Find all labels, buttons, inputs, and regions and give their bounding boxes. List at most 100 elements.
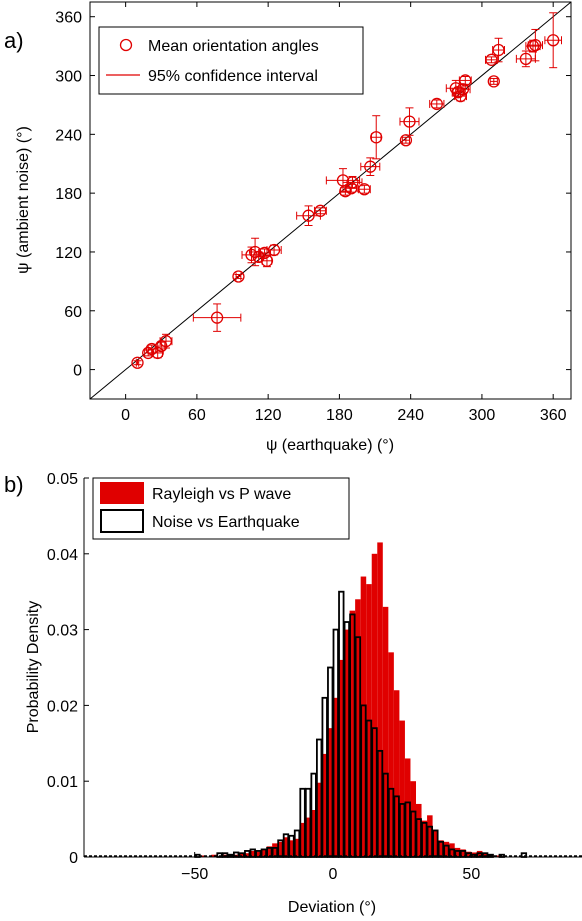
point-marker [485,53,498,66]
bar-rayleigh [360,576,367,857]
data-point [487,75,500,88]
legend-label-mean: Mean orientation angles [148,38,319,55]
y-tick-label: 180 [55,186,82,203]
point-marker [314,204,327,217]
legend-label-ci: 95% confidence interval [148,68,318,85]
bar-rayleigh [393,690,400,857]
bar-rayleigh [333,697,339,857]
bar-rayleigh [255,851,262,857]
x-tick-label: 120 [255,407,282,424]
point-marker [159,335,173,348]
x-tick-label: 180 [326,407,353,424]
x-tick-label: 0 [121,407,130,424]
bar-rayleigh [410,781,416,857]
bar-rayleigh [283,837,289,857]
bar-rayleigh [200,855,206,857]
histogram-y-label: Probability Density [25,601,42,734]
point-marker [529,38,542,52]
bar-rayleigh [294,838,300,857]
scatter-panel: a) 0 60 120 180 240 300 360060120180240300360 … [4,1,572,454]
y-tick-label: 300 [55,69,82,86]
bar-rayleigh [443,841,450,857]
point-marker [358,183,371,196]
point-marker [364,160,377,173]
data-point [260,254,274,268]
data-point [399,134,413,147]
y-tick-label: 0.04 [47,547,78,564]
x-tick-label: 50 [462,866,480,883]
point-marker [403,115,416,128]
scatter-axes-box [89,1,572,400]
data-point [484,53,498,66]
scatter-x-label: ψ (earthquake) (°) [266,437,394,454]
point-marker [456,83,470,96]
point-marker [459,74,472,87]
y-tick-label: 60 [64,304,82,321]
point-marker [519,52,533,66]
bar-rayleigh [266,846,273,857]
point-marker [302,209,315,222]
point-marker [492,43,505,57]
bar-rayleigh [261,849,267,857]
bar-rayleigh [382,606,389,857]
x-tick-label: 0 [329,866,338,883]
bar-rayleigh [404,758,411,857]
point-marker [346,176,359,189]
histogram-legend: Rayleigh vs P wave Noise vs Earthquake [92,477,350,540]
data-point [192,303,242,332]
histogram-x-label: Deviation (°) [288,899,376,916]
bar-rayleigh [421,820,428,857]
bar-rayleigh [299,822,306,857]
data-point [458,74,472,87]
bar-rayleigh [310,810,317,857]
bar-rayleigh [465,851,472,857]
y-tick-label: 0 [73,363,82,380]
legend-label-noise: Noise vs Earthquake [152,514,300,531]
data-point [266,243,282,257]
y-tick-label: 0.01 [47,774,78,791]
data-point [296,205,321,226]
y-tick-label: 120 [55,245,82,262]
legend-red-swatch [100,482,144,504]
y-tick-label: 240 [55,127,82,144]
data-point [429,97,445,111]
y-tick-label: 0.05 [47,471,78,488]
panel-b-label: b) [4,472,24,497]
y-tick-label: 0.02 [47,698,78,715]
reference-line [89,1,572,400]
data-point [232,270,245,283]
y-tick-label: 0 [69,850,78,867]
point-marker [487,75,500,88]
bar-rayleigh [355,599,361,857]
bar-rayleigh [244,853,250,857]
point-marker [399,134,413,147]
bar-rayleigh [460,849,466,857]
legend-circle-marker [119,38,133,52]
bar-rayleigh [327,728,333,857]
bar-rayleigh [288,840,295,857]
bar-rayleigh [277,841,284,857]
bar-rayleigh [338,659,345,857]
data-point [370,115,383,160]
bar-rayleigh [377,542,383,857]
data-point [544,12,562,69]
data-point [159,333,173,349]
point-marker [267,243,281,257]
data-point [313,204,327,217]
point-marker [547,34,560,47]
histogram-ticks: −50 0 50 0 0.01 0.02 0.03 0.04 0.05 [47,471,480,883]
scatter-y-label: ψ (ambient noise) (°) [15,126,32,274]
data-point [527,28,543,62]
data-point [454,89,467,103]
bar-rayleigh [250,850,256,857]
bar-rayleigh [321,753,328,857]
x-tick-label: 60 [188,407,206,424]
bar-rayleigh [432,829,439,857]
point-marker [430,97,443,111]
histogram-panel: b) −50 0 50 0 0.01 0.02 0.03 0.04 0.05 Deviation… [4,471,582,916]
bar-rayleigh [305,817,311,857]
bar-rayleigh [371,553,378,857]
bar-rayleigh [349,610,356,857]
x-tick-label: 240 [397,407,424,424]
